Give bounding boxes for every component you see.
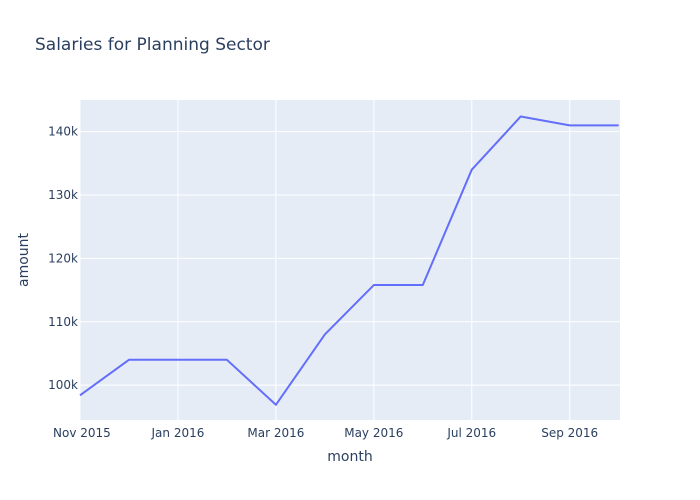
x-tick-label: Mar 2016 — [247, 426, 304, 440]
y-tick-label: 120k — [48, 251, 78, 265]
x-tick-label: Jul 2016 — [446, 426, 496, 440]
y-tick-label: 110k — [48, 315, 78, 329]
x-tick-label: Sep 2016 — [541, 426, 598, 440]
plot-background — [80, 100, 620, 420]
y-tick-label: 140k — [48, 125, 78, 139]
x-tick-label: Nov 2015 — [53, 426, 111, 440]
x-tick-label: Jan 2016 — [151, 426, 205, 440]
y-tick-label: 100k — [48, 378, 78, 392]
line-layer — [79, 115, 619, 406]
x-axis-title: month — [327, 449, 372, 465]
y-axis-ticks: 100k 110k 120k 130k 140k — [48, 125, 78, 392]
chart-title: Salaries for Planning Sector — [35, 35, 270, 55]
y-tick-label: 130k — [48, 188, 78, 202]
y-axis-title: amount — [16, 232, 32, 287]
x-axis-ticks: Nov 2015 Jan 2016 Mar 2016 May 2016 Jul 2016… — [53, 426, 598, 440]
x-tick-label: May 2016 — [344, 426, 403, 440]
grid-layer — [79, 100, 620, 420]
series-line — [79, 115, 619, 406]
